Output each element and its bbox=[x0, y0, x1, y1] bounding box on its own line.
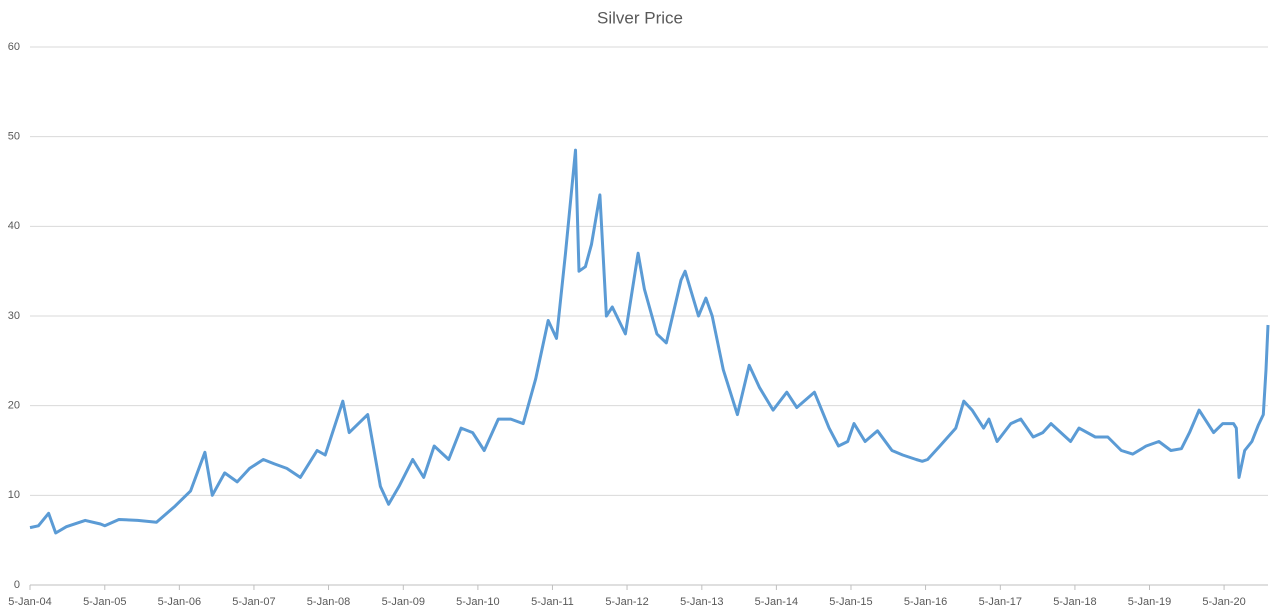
y-tick-label: 40 bbox=[8, 220, 20, 232]
x-tick-label: 5-Jan-18 bbox=[1053, 596, 1096, 608]
x-tick-label: 5-Jan-07 bbox=[232, 596, 275, 608]
y-tick-label: 60 bbox=[8, 41, 20, 53]
x-tick-label: 5-Jan-11 bbox=[531, 596, 574, 608]
x-tick-label: 5-Jan-13 bbox=[680, 596, 723, 608]
x-tick-label: 5-Jan-10 bbox=[456, 596, 499, 608]
x-tick-label: 5-Jan-05 bbox=[83, 596, 126, 608]
x-tick-label: 5-Jan-08 bbox=[307, 596, 350, 608]
y-tick-label: 50 bbox=[8, 131, 20, 143]
y-tick-label: 10 bbox=[8, 489, 20, 501]
x-tick-label: 5-Jan-09 bbox=[382, 596, 425, 608]
x-tick-label: 5-Jan-20 bbox=[1202, 596, 1245, 608]
x-tick-label: 5-Jan-15 bbox=[829, 596, 872, 608]
y-tick-label: 30 bbox=[8, 310, 20, 322]
chart-title: Silver Price bbox=[597, 8, 683, 27]
price-line bbox=[29, 148, 1270, 535]
x-tick-label: 5-Jan-12 bbox=[605, 596, 648, 608]
x-tick-label: 5-Jan-14 bbox=[755, 596, 798, 608]
x-tick-label: 5-Jan-17 bbox=[979, 596, 1022, 608]
y-tick-label: 0 bbox=[14, 579, 20, 591]
y-tick-label: 20 bbox=[8, 400, 20, 412]
x-tick-label: 5-Jan-16 bbox=[904, 596, 947, 608]
x-tick-label: 5-Jan-04 bbox=[8, 596, 51, 608]
x-tick-label: 5-Jan-06 bbox=[158, 596, 201, 608]
x-tick-label: 5-Jan-19 bbox=[1128, 596, 1171, 608]
